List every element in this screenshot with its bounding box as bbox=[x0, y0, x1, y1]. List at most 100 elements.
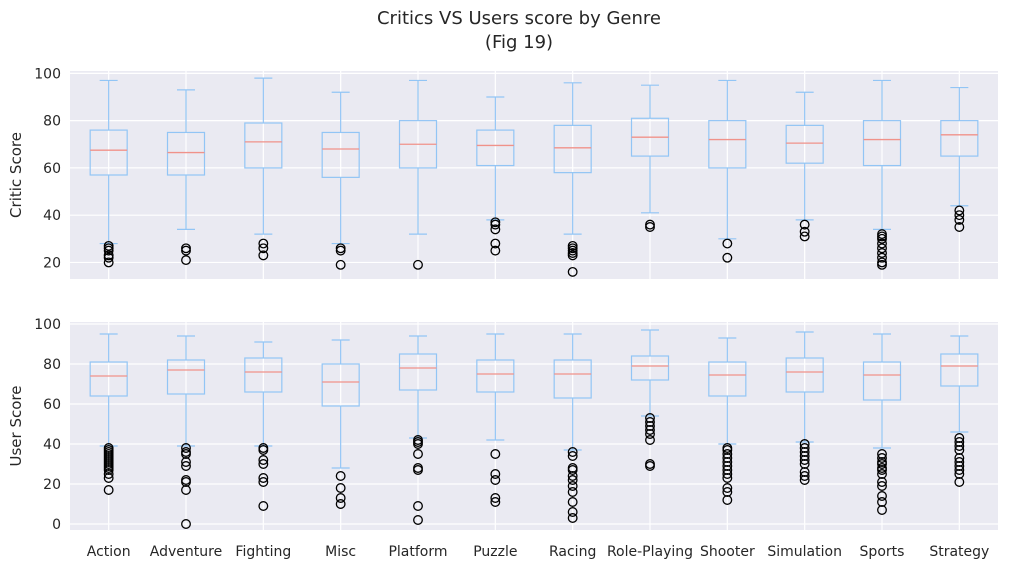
outlier-point bbox=[722, 495, 733, 505]
y-tick-label: 20 bbox=[43, 255, 61, 271]
box-action bbox=[89, 79, 128, 268]
outlier-point bbox=[567, 451, 578, 461]
outlier-point bbox=[335, 493, 346, 503]
outlier-point bbox=[645, 425, 655, 435]
outlier-point bbox=[877, 477, 887, 487]
outlier-point bbox=[954, 465, 965, 475]
outlier-point bbox=[181, 457, 191, 467]
outlier-point bbox=[877, 252, 887, 263]
outlier-point bbox=[954, 477, 965, 487]
y-axis-title: Critic Score bbox=[7, 132, 25, 218]
box-fighting bbox=[244, 341, 283, 511]
outlier-point bbox=[722, 469, 733, 479]
iqr-box bbox=[166, 131, 206, 176]
box-role-playing bbox=[630, 329, 670, 471]
outlier-point bbox=[877, 491, 887, 501]
outlier-point bbox=[645, 222, 655, 232]
outlier-point bbox=[567, 513, 578, 523]
outlier-point bbox=[335, 499, 346, 509]
iqr-box bbox=[321, 363, 360, 407]
iqr-box bbox=[785, 124, 824, 164]
box-strategy bbox=[940, 335, 979, 487]
outlier-point bbox=[567, 250, 578, 261]
outlier-point bbox=[877, 243, 887, 254]
iqr-box bbox=[862, 361, 902, 401]
outlier-point bbox=[258, 459, 269, 469]
outlier-point bbox=[645, 429, 655, 439]
box-racing bbox=[553, 82, 592, 277]
iqr-box bbox=[398, 353, 438, 391]
outlier-point bbox=[877, 459, 887, 469]
outlier-point bbox=[258, 473, 269, 483]
outlier-point bbox=[490, 449, 501, 459]
panel-2: 0 20 40 60 80 100 User Score Action Adventure Fig… bbox=[7, 317, 998, 560]
iqr-box bbox=[321, 131, 360, 178]
x-tick-label: Action bbox=[87, 544, 131, 560]
outlier-point bbox=[567, 266, 578, 277]
outlier-point bbox=[799, 226, 810, 237]
outlier-point bbox=[103, 485, 114, 495]
outlier-point bbox=[103, 257, 114, 268]
iqr-box bbox=[553, 124, 592, 174]
y-tick-label: 100 bbox=[34, 66, 61, 82]
outlier-point bbox=[567, 465, 578, 475]
outlier-point bbox=[490, 469, 501, 479]
chart-subtitle: (Fig 19) bbox=[485, 32, 553, 53]
outlier-point bbox=[181, 485, 191, 495]
outlier-point bbox=[954, 222, 965, 232]
outlier-point bbox=[877, 233, 887, 244]
y-tick-label: 60 bbox=[43, 161, 61, 177]
iqr-box bbox=[708, 361, 747, 397]
outlier-point bbox=[567, 475, 578, 485]
x-tick-label: Platform bbox=[388, 544, 447, 560]
outlier-point bbox=[567, 487, 578, 497]
outlier-point bbox=[258, 238, 269, 249]
box-platform bbox=[398, 79, 438, 270]
y-tick-label: 80 bbox=[43, 357, 61, 373]
outlier-point bbox=[722, 483, 733, 493]
outlier-point bbox=[799, 219, 810, 230]
outlier-point bbox=[799, 471, 810, 481]
outlier-point bbox=[490, 245, 501, 256]
outlier-point bbox=[567, 447, 578, 457]
chart-title: Critics VS Users score by Genre bbox=[377, 8, 661, 29]
y-tick-label: 20 bbox=[43, 477, 61, 493]
outlier-point bbox=[877, 465, 887, 475]
outlier-point bbox=[413, 515, 423, 525]
x-tick-label: Racing bbox=[549, 544, 596, 560]
outlier-point bbox=[413, 439, 423, 449]
x-tick-label: Puzzle bbox=[473, 544, 517, 560]
box-sports bbox=[862, 333, 902, 515]
y-tick-label: 40 bbox=[43, 437, 61, 453]
box-adventure bbox=[166, 335, 206, 529]
outlier-point bbox=[877, 238, 887, 249]
box-puzzle bbox=[476, 333, 515, 507]
iqr-box bbox=[630, 355, 670, 381]
outlier-point bbox=[799, 455, 810, 465]
outlier-point bbox=[413, 449, 423, 459]
x-tick-label: Misc bbox=[325, 544, 356, 560]
x-tick-label: Role-Playing bbox=[607, 544, 693, 560]
outlier-point bbox=[258, 250, 269, 261]
box-puzzle bbox=[476, 96, 515, 256]
outlier-point bbox=[258, 445, 269, 455]
y-tick-label: 0 bbox=[52, 517, 61, 533]
outlier-point bbox=[103, 469, 114, 479]
outlier-point bbox=[181, 443, 191, 453]
panels-layer: 20 40 60 80 100 Critic Score 0 20 40 60 80 100 User … bbox=[7, 66, 998, 560]
outlier-point bbox=[258, 243, 269, 254]
outlier-point bbox=[799, 475, 810, 485]
outlier-point bbox=[722, 473, 733, 483]
box-simulation bbox=[785, 91, 824, 242]
outlier-point bbox=[335, 245, 346, 256]
panel-1: 20 40 60 80 100 Critic Score bbox=[7, 66, 998, 279]
iqr-box bbox=[940, 120, 979, 157]
y-tick-label: 60 bbox=[43, 397, 61, 413]
x-tick-label: Strategy bbox=[929, 544, 989, 560]
outlier-point bbox=[181, 255, 191, 266]
outlier-point bbox=[954, 205, 965, 216]
box-misc bbox=[321, 339, 360, 509]
y-tick-label: 40 bbox=[43, 208, 61, 224]
plot-background bbox=[70, 322, 998, 530]
outlier-point bbox=[799, 231, 810, 242]
